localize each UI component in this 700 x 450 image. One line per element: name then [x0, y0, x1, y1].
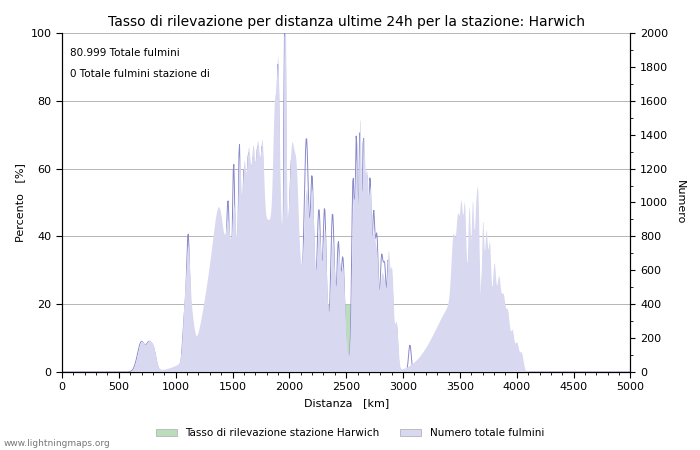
Text: 80.999 Totale fulmini: 80.999 Totale fulmini	[71, 48, 180, 58]
Y-axis label: Percento   [%]: Percento [%]	[15, 163, 25, 242]
Legend: Tasso di rilevazione stazione Harwich, Numero totale fulmini: Tasso di rilevazione stazione Harwich, N…	[152, 424, 548, 442]
Title: Tasso di rilevazione per distanza ultime 24h per la stazione: Harwich: Tasso di rilevazione per distanza ultime…	[108, 15, 584, 29]
Text: www.lightningmaps.org: www.lightningmaps.org	[4, 439, 111, 448]
Text: 0 Totale fulmini stazione di: 0 Totale fulmini stazione di	[71, 68, 211, 79]
Y-axis label: Numero: Numero	[675, 180, 685, 225]
X-axis label: Distanza   [km]: Distanza [km]	[304, 398, 389, 408]
